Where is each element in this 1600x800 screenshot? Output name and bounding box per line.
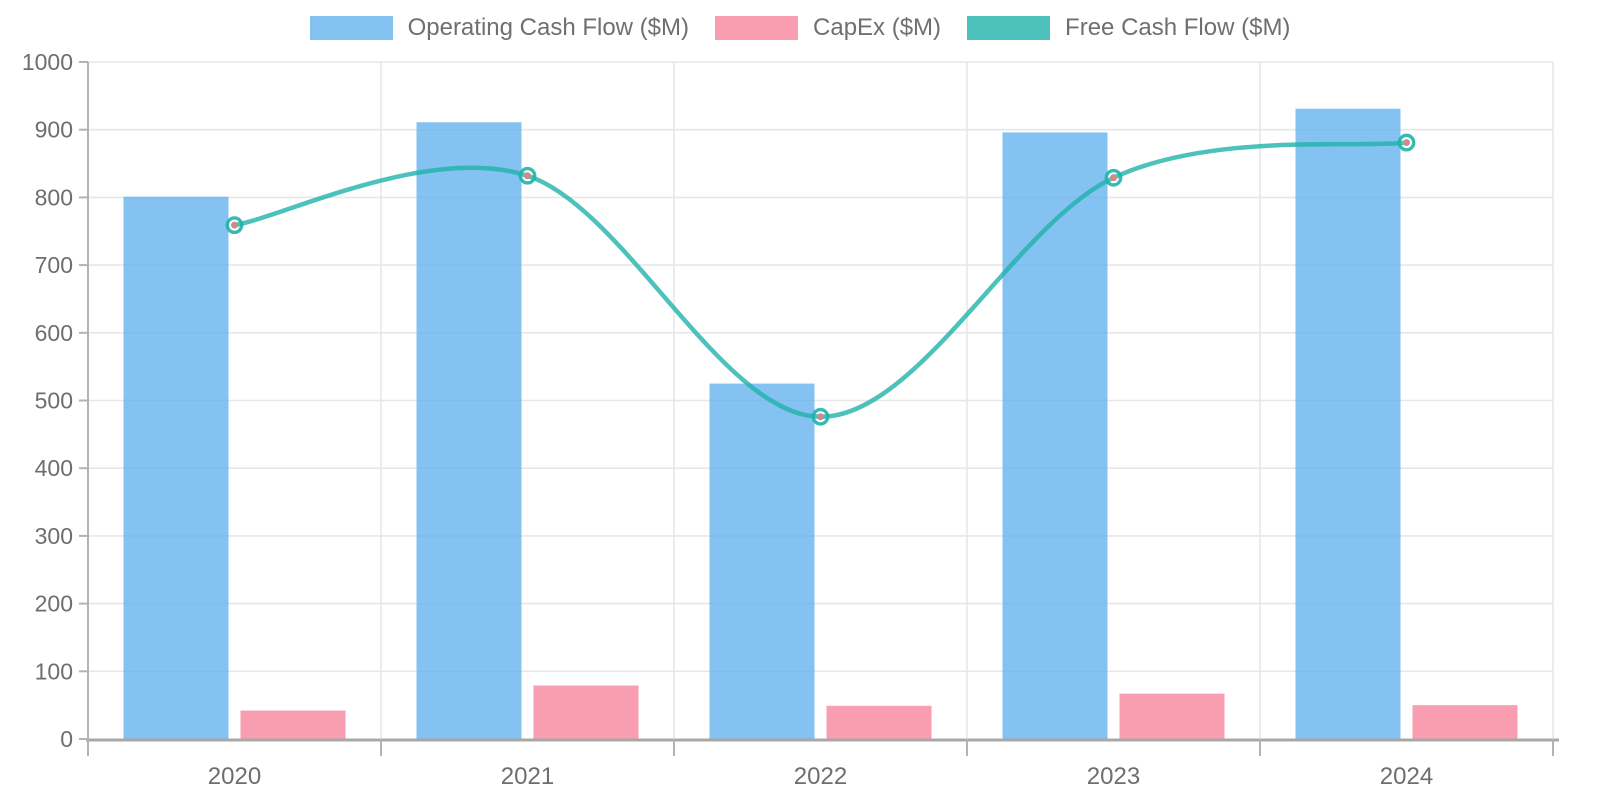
legend-label-operating-cash-flow: Operating Cash Flow ($M) (407, 14, 690, 41)
legend-item-operating-cash-flow[interactable]: Operating Cash Flow ($M) (309, 14, 690, 42)
legend-label-capex: CapEx ($M) (813, 14, 942, 41)
y-tick-label: 500 (35, 388, 73, 414)
point-center-free-cash-flow-m-2022 (817, 413, 824, 421)
legend-label-free-cash-flow: Free Cash Flow ($M) (1065, 14, 1291, 41)
legend-item-capex[interactable]: CapEx ($M) (715, 14, 941, 42)
x-axis-label: 2023 (1087, 763, 1140, 790)
x-axis-label: 2022 (794, 763, 847, 790)
line-free-cash-flow-m (232, 140, 1409, 419)
bar-capex-m-2021[interactable] (533, 685, 639, 739)
x-axis-label: 2020 (208, 763, 261, 790)
legend-swatch-operating-cash-flow (309, 16, 393, 40)
legend-item-free-cash-flow[interactable]: Free Cash Flow ($M) (967, 14, 1290, 42)
bar-operating-cash-flow-m-2020[interactable] (123, 196, 229, 739)
point-free-cash-flow-m-2020[interactable] (225, 216, 244, 235)
bar-operating-cash-flow-m-2021[interactable] (416, 122, 522, 740)
y-tick-label: 600 (35, 320, 73, 346)
y-tick-label: 1000 (22, 49, 73, 75)
x-axis-label: 2021 (501, 763, 554, 790)
point-center-free-cash-flow-m-2021 (524, 172, 531, 180)
y-tick-label: 700 (35, 252, 73, 278)
bar-capex-m-2022[interactable] (826, 705, 932, 739)
bar-capex-m-2024[interactable] (1412, 705, 1518, 739)
y-tick-label: 0 (60, 726, 73, 752)
legend-swatch-capex (715, 16, 799, 40)
point-free-cash-flow-m-2022[interactable] (811, 407, 830, 426)
y-tick-label: 900 (35, 117, 73, 143)
point-center-free-cash-flow-m-2024 (1403, 139, 1410, 147)
y-tick-label: 800 (35, 184, 73, 210)
bar-capex-m-2023[interactable] (1119, 693, 1225, 739)
point-free-cash-flow-m-2023[interactable] (1104, 168, 1123, 187)
x-axis-label: 2024 (1380, 763, 1433, 790)
y-tick-label: 100 (35, 658, 73, 684)
point-center-free-cash-flow-m-2020 (231, 221, 238, 229)
y-tick-label: 400 (35, 455, 73, 481)
y-tick-label: 200 (35, 591, 73, 617)
bar-capex-m-2020[interactable] (240, 710, 346, 739)
y-tick-label: 300 (35, 523, 73, 549)
bar-operating-cash-flow-m-2024[interactable] (1295, 108, 1401, 739)
chart-legend: Operating Cash Flow ($M) CapEx ($M) Free… (0, 14, 1600, 42)
point-free-cash-flow-m-2021[interactable] (518, 166, 537, 185)
point-free-cash-flow-m-2024[interactable] (1397, 133, 1416, 152)
point-center-free-cash-flow-m-2023 (1110, 174, 1117, 182)
bar-operating-cash-flow-m-2022[interactable] (709, 383, 815, 739)
bar-operating-cash-flow-m-2023[interactable] (1002, 132, 1108, 739)
legend-swatch-free-cash-flow (967, 16, 1051, 40)
